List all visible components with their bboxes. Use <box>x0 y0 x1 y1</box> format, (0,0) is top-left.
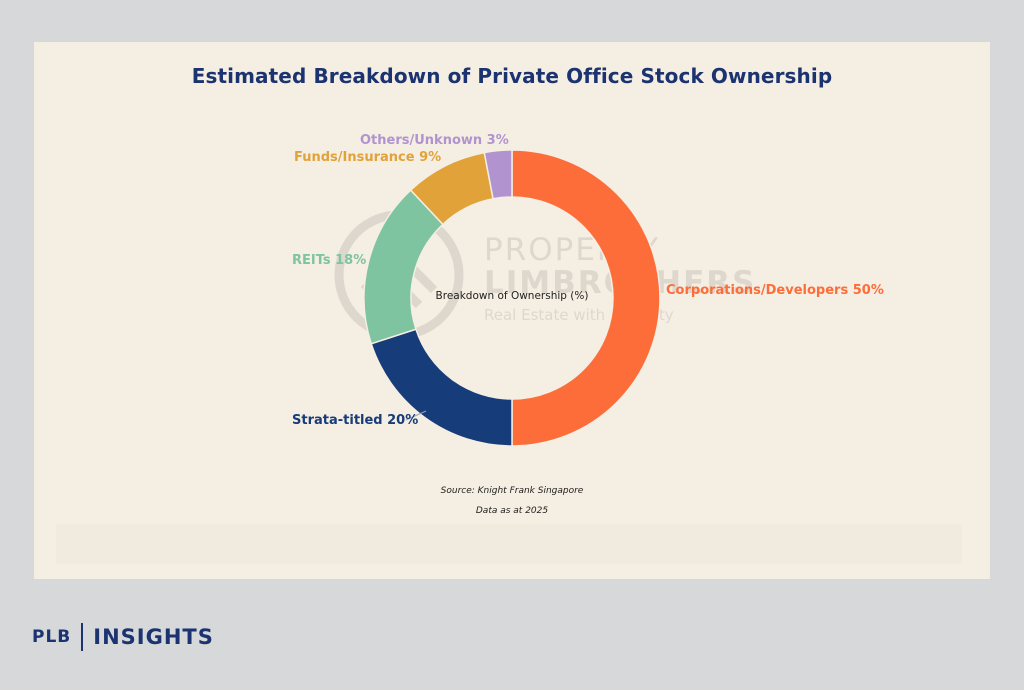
slice-others-unknown <box>483 149 513 200</box>
brand-plb: PLB <box>32 627 72 647</box>
slice-label-others-unknown: Others/Unknown 3% <box>360 133 509 148</box>
slice-corporations <box>511 149 661 447</box>
slice-label-strata-titled: Strata-titled 20% <box>292 413 419 428</box>
brand-divider <box>81 623 84 651</box>
slice-strata-titled <box>370 328 513 447</box>
bottom-strip <box>56 524 962 564</box>
donut-center-label: Breakdown of Ownership (%) <box>435 290 589 302</box>
plb-insights-logo: PLB INSIGHTS <box>32 620 214 654</box>
chart-title: Estimated Breakdown of Private Office St… <box>191 64 833 88</box>
donut-chart <box>363 149 661 447</box>
slice-label-corporations: Corporations/Developers 50% <box>666 283 884 298</box>
slice-label-funds-insurance: Funds/Insurance 9% <box>294 150 442 165</box>
chart-card: Estimated Breakdown of Private Office St… <box>34 42 990 579</box>
slice-label-reits: REITs 18% <box>292 253 367 268</box>
brand-insights: INSIGHTS <box>93 625 214 649</box>
data-date-note: Data as at 2025 <box>475 506 549 516</box>
source-note: Source: Knight Frank Singapore <box>440 486 584 496</box>
leader-line-strata-titled <box>405 410 427 421</box>
slice-reits <box>363 189 444 345</box>
